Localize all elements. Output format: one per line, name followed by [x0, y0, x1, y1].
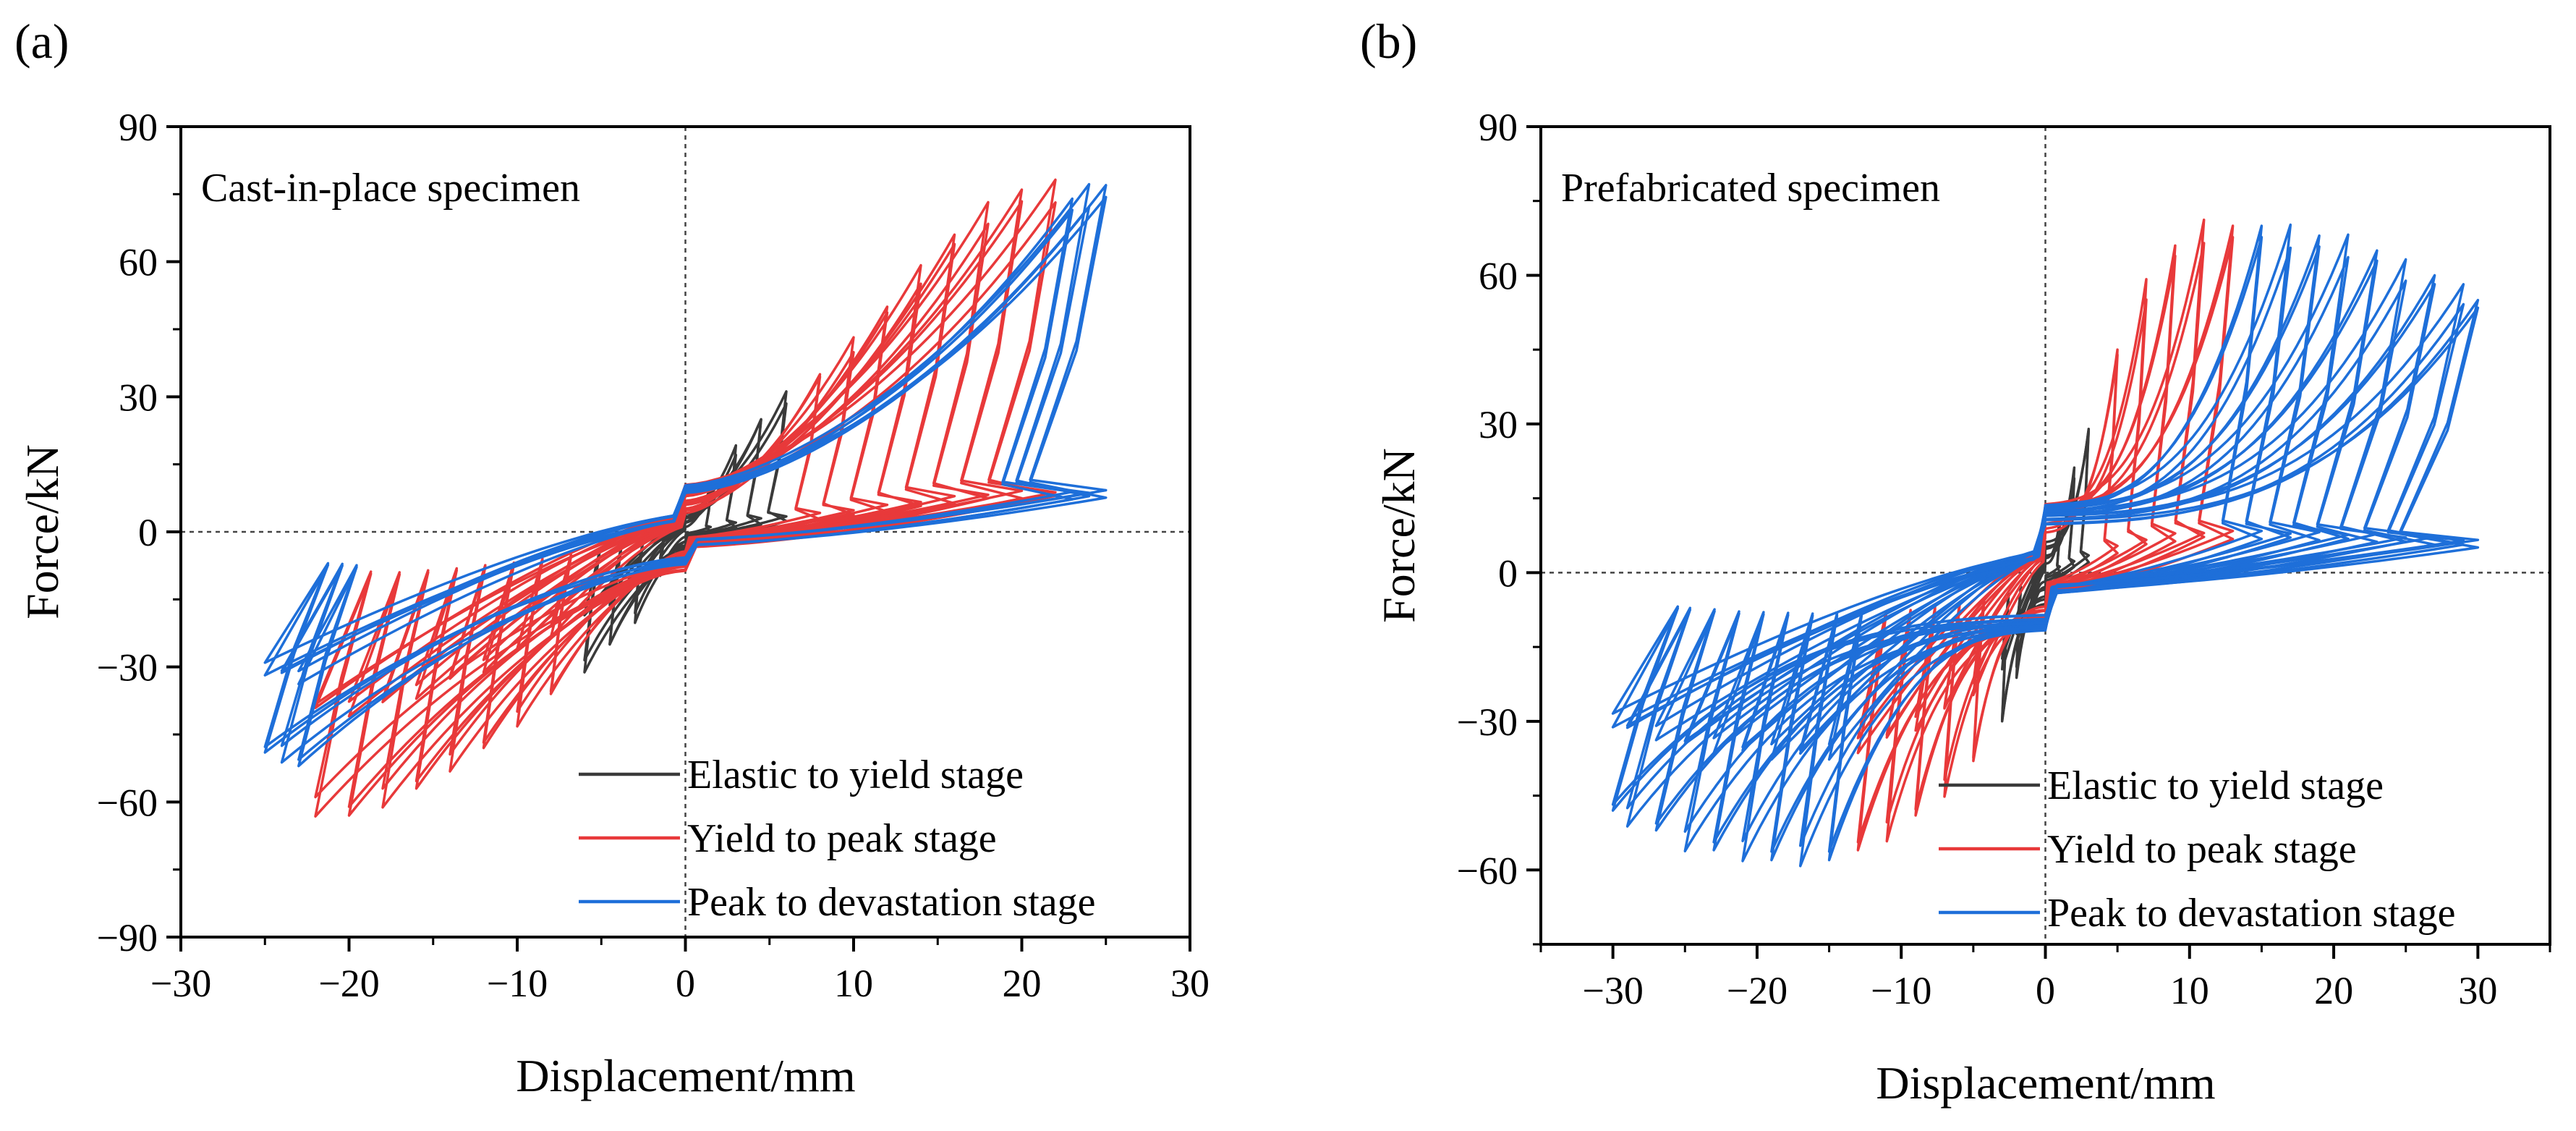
x-tick-label: 30	[1170, 962, 1210, 1005]
hysteresis-loop	[314, 201, 1057, 799]
x-tick-label: −20	[1727, 969, 1788, 1012]
x-tick-label: 0	[2036, 969, 2055, 1012]
hysteresis-loop	[658, 490, 713, 574]
panel-label-a: (a)	[14, 14, 69, 69]
y-tick-label: −30	[1457, 700, 1518, 744]
legend-label: Peak to devastation stage	[2047, 891, 2456, 936]
series-peak-to-devastation-stage	[263, 182, 1108, 768]
y-tick-label: 30	[1479, 403, 1518, 446]
y-axis-title-a: Force/kN	[17, 444, 68, 619]
specimen-annotation-a: Cast-in-place specimen	[201, 166, 580, 211]
x-tick-label: −30	[150, 962, 211, 1005]
series-peak-to-devastation-stage	[1611, 223, 2480, 868]
legend-label: Yield to peak stage	[687, 816, 997, 861]
x-tick-label: −10	[487, 962, 548, 1005]
y-tick-label: −60	[1457, 849, 1518, 892]
hysteresis-loop	[2029, 522, 2062, 624]
x-tick-label: −10	[1871, 969, 1931, 1012]
x-tick-label: 30	[2458, 969, 2497, 1012]
hysteresis-curves-b	[1611, 219, 2480, 868]
panel-label-b: (b)	[1360, 14, 1417, 69]
y-tick-label: 60	[119, 241, 158, 284]
x-tick-label: 20	[1003, 962, 1042, 1005]
y-tick-label: 0	[1498, 551, 1518, 595]
y-tick-label: −30	[97, 646, 158, 690]
y-tick-label: 30	[119, 376, 158, 419]
y-tick-label: 90	[1479, 106, 1518, 149]
y-tick-label: −60	[97, 781, 158, 824]
y-tick-label: −90	[97, 916, 158, 960]
legend-label: Elastic to yield stage	[687, 753, 1024, 797]
series-yield-to-peak-stage	[314, 178, 1057, 818]
hysteresis-loop	[280, 182, 1091, 764]
hysteresis-loop	[263, 184, 1108, 754]
hysteresis-loop	[1611, 306, 2480, 806]
legend-a: Elastic to yield stage Yield to peak stag…	[579, 753, 1096, 925]
zero-lines-a	[181, 127, 1190, 937]
panel-b: (b) −30 −20 −10 0 10 20 30 −60 −30 0 30 60 90 Prefab…	[1360, 14, 2551, 1109]
x-axis-title-a: Displacement/mm	[516, 1050, 855, 1101]
legend-b: Elastic to yield stage Yield to peak stag…	[1939, 763, 2456, 936]
panel-a: (a) −30 −20 −10 0 10 20 30 −90 −60 −30 0 30 60 90 Cas…	[14, 14, 1210, 1101]
ticks-a: −30 −20 −10 0 10 20 30 −90 −60 −30 0 30 60 90	[97, 106, 1210, 1005]
x-tick-label: 0	[676, 962, 695, 1005]
ticks-b: −30 −20 −10 0 10 20 30 −60 −30 0 30 60 90	[1457, 106, 2551, 1012]
x-tick-label: 10	[2170, 969, 2209, 1012]
legend-label: Peak to devastation stage	[687, 880, 1096, 925]
legend-label: Elastic to yield stage	[2047, 763, 2384, 808]
legend-label: Yield to peak stage	[2047, 827, 2357, 872]
x-tick-label: 20	[2314, 969, 2353, 1012]
y-tick-label: 90	[119, 106, 158, 149]
y-axis-title-b: Force/kN	[1373, 448, 1424, 623]
hysteresis-loop	[1611, 298, 2480, 812]
hysteresis-loop	[263, 195, 1108, 748]
y-tick-label: 0	[138, 511, 158, 554]
x-tick-label: −20	[318, 962, 379, 1005]
y-tick-label: 60	[1479, 254, 1518, 297]
x-tick-label: 10	[834, 962, 873, 1005]
specimen-annotation-b: Prefabricated specimen	[1561, 166, 1940, 211]
hysteresis-loop	[2015, 477, 2076, 669]
hysteresis-curves-a	[263, 178, 1108, 818]
hysteresis-loop	[449, 263, 922, 773]
hysteresis-loop	[449, 282, 922, 756]
x-axis-title-b: Displacement/mm	[1876, 1057, 2215, 1109]
x-tick-label: −30	[1582, 969, 1643, 1012]
